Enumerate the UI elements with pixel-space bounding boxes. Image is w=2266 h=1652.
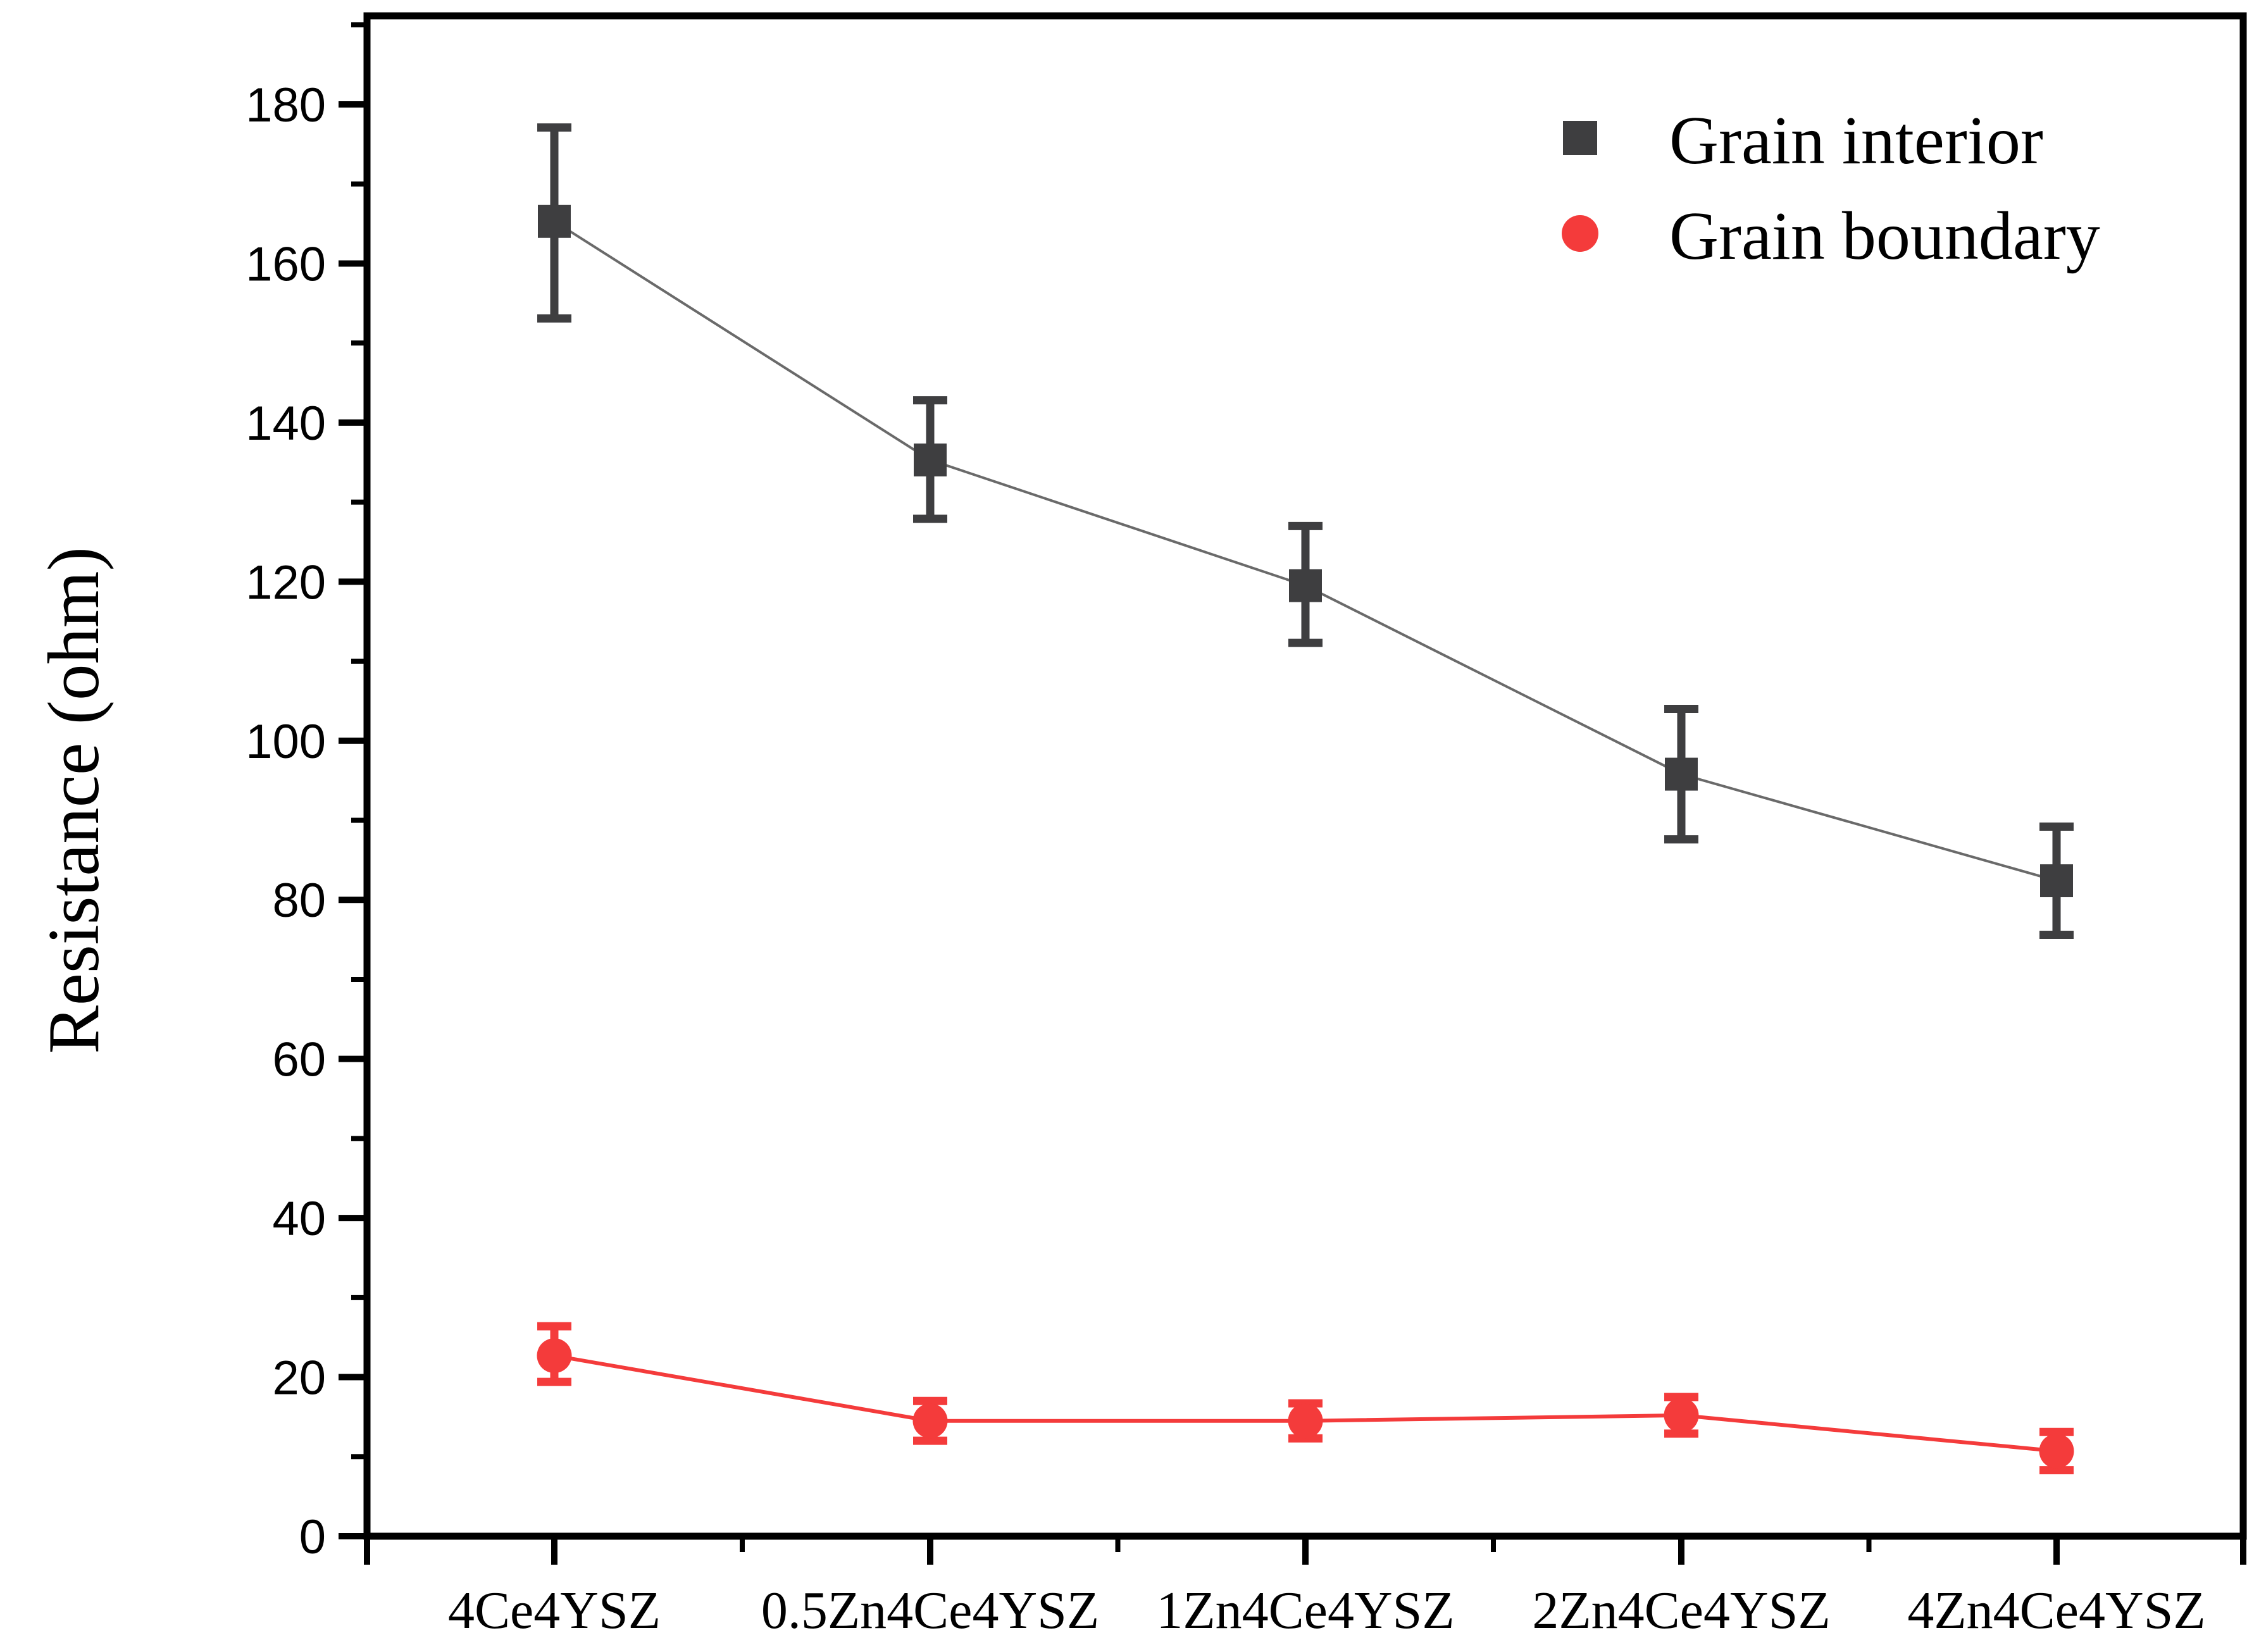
data-point-grain-interior-1	[914, 443, 947, 476]
data-point-grain-interior-2	[1289, 569, 1322, 602]
data-point-grain-boundary-2	[1288, 1403, 1323, 1439]
x-tick-label: 1Zn4Ce4YSZ	[1156, 1581, 1454, 1640]
data-point-grain-boundary-3	[1664, 1398, 1699, 1433]
y-tick-label: 60	[272, 1033, 326, 1087]
y-tick-label: 180	[246, 78, 326, 132]
x-tick-label: 4Ce4YSZ	[448, 1581, 661, 1640]
data-point-grain-boundary-4	[2039, 1433, 2074, 1469]
y-tick-label: 120	[246, 556, 326, 609]
data-point-grain-boundary-1	[912, 1403, 948, 1439]
y-tick-label: 160	[246, 237, 326, 291]
x-tick-label: 0.5Zn4Ce4YSZ	[761, 1581, 1099, 1640]
legend-label-grain-interior: Grain interior	[1669, 103, 2043, 178]
x-axis-ticks	[364, 1536, 2246, 1565]
legend-label-grain-boundary: Grain boundary	[1669, 199, 2100, 274]
data-point-grain-boundary-0	[537, 1338, 572, 1374]
data-point-grain-interior-3	[1665, 757, 1698, 791]
y-tick-label: 140	[246, 397, 326, 450]
y-tick-label: 100	[246, 715, 326, 769]
x-axis-tick-labels: 4Ce4YSZ 0.5Zn4Ce4YSZ 1Zn4Ce4YSZ 2Zn4Ce4YSZ 4…	[448, 1581, 2206, 1640]
y-tick-label: 80	[272, 874, 326, 928]
data-point-grain-interior-0	[538, 204, 571, 238]
data-series	[537, 123, 2074, 1475]
x-tick-label: 2Zn4Ce4YSZ	[1532, 1581, 1830, 1640]
y-axis-ticks	[339, 22, 367, 1539]
series-grain-interior	[537, 123, 2074, 940]
y-tick-label: 20	[272, 1351, 326, 1405]
legend-marker-grain-interior	[1563, 121, 1597, 155]
x-tick-label: 4Zn4Ce4YSZ	[1907, 1581, 2205, 1640]
series-grain-boundary	[537, 1322, 2074, 1475]
y-tick-label: 0	[299, 1510, 326, 1564]
legend: Grain interior Grain boundary	[1562, 103, 2100, 274]
y-tick-label: 40	[272, 1192, 326, 1246]
y-axis-tick-labels: 0 20 40 60 80 100 120 140 160 180	[246, 78, 326, 1564]
data-point-grain-interior-4	[2040, 864, 2073, 898]
legend-marker-grain-boundary	[1562, 215, 1598, 252]
y-axis-title: Resistance (ohm)	[34, 547, 114, 1054]
